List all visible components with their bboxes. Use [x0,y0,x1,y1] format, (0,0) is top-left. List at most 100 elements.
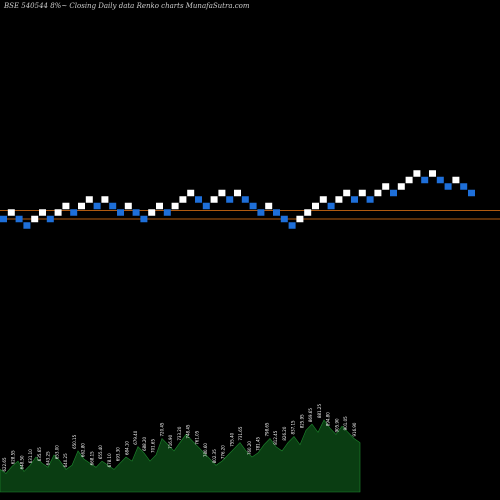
renko-brick-down [70,209,78,216]
renko-brick-up [78,202,85,210]
renko-brick-down [421,176,429,184]
renko-brick-down [163,209,171,216]
volume-label: 916.90 [352,422,357,436]
volume-label: 628.55 [11,450,16,464]
volume-label: 678.10 [107,453,112,467]
renko-brick-up [413,170,421,177]
volume-label: 869.65 [308,408,313,422]
renko-brick-down [280,215,288,223]
volume-label: 650.15 [72,434,77,448]
renko-brick-up [429,170,436,177]
renko-brick-up [179,196,187,203]
renko-brick-up [39,209,46,216]
volume-label: 655.40 [98,445,103,459]
volume-label: 643.25 [46,451,51,465]
renko-brick-up [397,183,405,190]
renko-brick-down [273,209,280,216]
volume-label: 812.45 [273,430,278,444]
volume-area [0,419,361,493]
volume-label: 825.95 [300,414,305,428]
renko-brick-down [117,209,124,216]
renko-brick-down [226,196,234,203]
renko-brick-down [23,222,31,229]
volume-label: 837.15 [291,420,296,434]
renko-brick-down [468,189,475,197]
volume-label: 894.80 [326,412,331,426]
renko-brick-down [241,196,249,203]
renko-brick-up [374,189,382,197]
volume-label: 684.10 [125,441,130,455]
renko-brick-down [195,196,202,203]
renko-brick-down [327,202,335,210]
volume-label: 761.05 [195,430,200,444]
volume-label: 798.65 [265,422,270,436]
volume-label: 653.00 [55,445,60,459]
chart-title: BSE 540544 8%~ Closing Daily data Renko … [4,2,250,10]
renko-brick-up [148,209,156,216]
reference-lines [0,210,500,220]
renko-brick-up [335,196,343,203]
renko-brick-down [351,196,358,203]
renko-brick-down [93,202,101,210]
renko-brick-up [319,196,327,203]
volume-label: 748.45 [186,424,191,438]
renko-brick-up [156,202,163,210]
renko-brick-down [390,189,397,197]
volume-label: 776.20 [221,445,226,459]
volume-label: 733.20 [177,426,182,440]
volume-label: 688.20 [142,436,147,450]
renko-brick-down [366,196,374,203]
renko-brick-up [210,196,218,203]
renko-brick-down [109,202,117,210]
renko-brick-down [0,215,7,223]
renko-brick-down [288,222,296,229]
volume-label: 720.45 [160,422,165,436]
volume-label: 731.65 [238,426,243,440]
volume-label: 716.90 [168,434,173,448]
renko-brick-up [382,183,390,190]
volume-label: 760.20 [247,441,252,455]
renko-brick-up [54,209,62,216]
volume-label: 881.25 [317,404,322,418]
volume-area-path [0,419,361,493]
renko-brick-up [304,209,312,216]
renko-brick-up [343,189,351,197]
volume-label: 648.50 [20,455,25,469]
renko-brick-up [31,215,39,223]
volume-label: 780.60 [203,443,208,457]
renko-brick-down [140,215,148,223]
renko-brick-up [62,202,70,210]
renko-brick-up [296,215,304,223]
renko-brick-up [85,196,93,203]
volume-label: 662.80 [81,443,86,457]
volume-label: 640.25 [63,453,68,467]
volume-label: 679.40 [133,430,138,444]
renko-brick-up [405,176,413,184]
volume-label: 635.65 [37,447,42,461]
renko-brick-up [101,196,109,203]
volume-label: 631.10 [28,449,33,463]
renko-brick-up [171,202,179,210]
volume-label: 693.30 [116,447,121,461]
renko-brick-up [234,189,241,197]
volume-label: 905.90 [335,418,340,432]
renko-brick-up [187,189,195,197]
volume-labels: 622.65 628.55 648.50 631.10 635.65 643.25 653.… [2,404,357,472]
renko-brick-up [218,189,226,197]
volume-label: 826.20 [282,426,287,440]
renko-brick-down [46,215,54,223]
renko-brick-down [436,176,444,184]
renko-brick-up [452,176,460,184]
renko-brick-down [132,209,140,216]
renko-brick-down [444,183,452,190]
volume-label: 802.35 [212,449,217,463]
renko-brick-down [460,183,468,190]
renko-brick-up [358,189,366,197]
volume-label: 901.05 [343,416,348,430]
volume-label: 622.65 [2,457,7,471]
renko-brick-down [202,202,210,210]
renko-brick-down [257,209,265,216]
renko-brick-up [265,202,273,210]
